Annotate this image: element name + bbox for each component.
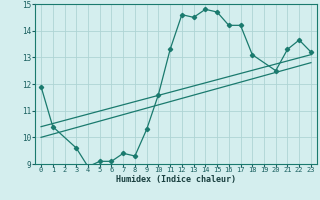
X-axis label: Humidex (Indice chaleur): Humidex (Indice chaleur) xyxy=(116,175,236,184)
